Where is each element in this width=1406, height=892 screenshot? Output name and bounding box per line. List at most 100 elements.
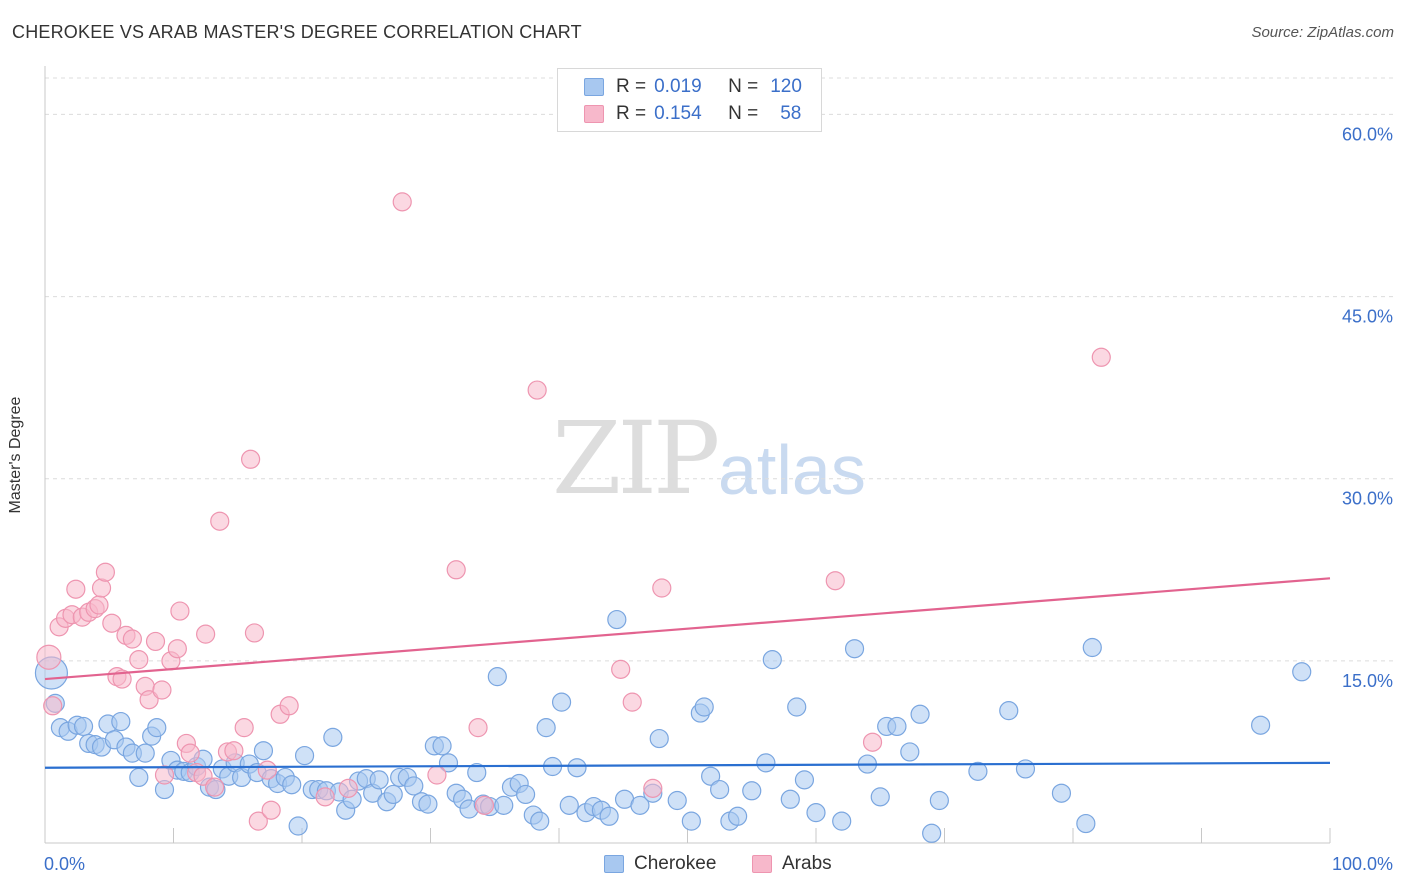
cherokee-point <box>467 762 487 783</box>
cherokee-point <box>710 779 730 800</box>
cherokee-point <box>900 742 920 762</box>
arabs-point <box>170 601 190 621</box>
cherokee-swatch <box>604 855 624 873</box>
arabs-point <box>527 380 547 400</box>
arabs-point <box>66 579 86 599</box>
arabs-point <box>112 669 132 689</box>
cherokee-point <box>294 745 315 766</box>
arabs-point <box>36 644 62 670</box>
arabs-point <box>122 629 142 649</box>
arabs-point <box>643 778 663 798</box>
arabs-point <box>205 777 225 797</box>
cherokee-point <box>1076 813 1096 834</box>
legend-r-label: R = <box>616 76 647 97</box>
trend-lines <box>44 577 1331 769</box>
x-tick-label: 0.0% <box>44 854 85 874</box>
cherokee-point <box>1292 662 1312 682</box>
arabs-point <box>1091 347 1111 367</box>
arabs-point <box>244 623 265 643</box>
cherokee-point <box>929 790 949 811</box>
arabs-point <box>154 765 175 785</box>
cherokee-point <box>418 794 438 814</box>
watermark-atlas: atlas <box>718 431 866 509</box>
cherokee-point <box>438 753 459 773</box>
cherokee-point <box>607 609 627 630</box>
grid-lines <box>45 77 1395 662</box>
arabs-point <box>611 659 631 679</box>
arabs-point <box>139 690 159 710</box>
arabs-point <box>315 787 335 807</box>
cherokee-swatch <box>584 78 604 96</box>
cherokee-point <box>1082 637 1102 658</box>
arabs-point <box>279 696 299 716</box>
y-tick-label: 45.0% <box>1342 307 1393 327</box>
cherokee-point <box>147 718 167 738</box>
cherokee-point <box>694 697 714 717</box>
cherokee-point <box>129 767 149 788</box>
arabs-point <box>95 562 115 582</box>
cherokee-point <box>559 795 579 815</box>
cherokee-point <box>494 795 514 815</box>
cherokee-point <box>999 701 1019 721</box>
arabs-point <box>338 778 358 798</box>
arabs-point <box>825 571 845 591</box>
bottom-legend-cherokee: Cherokee <box>604 852 716 876</box>
chart-title: CHEROKEE VS ARAB MASTER'S DEGREE CORRELA… <box>12 22 582 42</box>
arabs-point <box>261 800 281 820</box>
cherokee-point <box>383 784 403 805</box>
cherokee-point <box>887 716 907 737</box>
arabs-point <box>196 624 216 644</box>
legend-r-label: R = <box>616 103 647 124</box>
cherokee-point <box>701 766 721 786</box>
cherokee-point <box>111 711 131 732</box>
cherokee-point <box>1051 783 1072 803</box>
arabs-swatch <box>584 105 604 123</box>
arabs-point <box>862 732 883 752</box>
y-tick-label: 60.0% <box>1342 124 1393 144</box>
cherokee-point <box>681 811 701 831</box>
arabs-point <box>224 741 244 761</box>
arabs-point <box>102 613 122 633</box>
arabs-point <box>652 578 672 598</box>
cherokee-point <box>762 650 782 670</box>
cherokee-point <box>667 790 687 811</box>
cherokee-point <box>728 806 748 826</box>
arabs-point <box>446 560 466 580</box>
arabs-point <box>180 743 200 763</box>
axes <box>44 66 1331 844</box>
cherokee-point <box>288 816 308 836</box>
arabs-point <box>248 811 268 831</box>
cherokee-point <box>253 741 274 761</box>
cherokee-point <box>1251 715 1271 735</box>
cherokee-point <box>968 761 988 781</box>
cherokee-point <box>870 787 890 807</box>
arabs-point <box>145 631 166 652</box>
cherokee-point <box>487 667 507 687</box>
arabs-point <box>43 696 63 716</box>
cherokee-point <box>922 823 942 843</box>
cherokee-point <box>756 753 776 773</box>
arabs-point <box>427 765 447 785</box>
cherokee-point <box>649 728 669 749</box>
arabs-point <box>152 680 172 700</box>
cherokee-point <box>1015 759 1036 779</box>
cherokee-points <box>34 609 1312 843</box>
cherokee-trend-line <box>44 761 1331 769</box>
y-tick-label: 15.0% <box>1342 671 1393 691</box>
cherokee-point <box>73 716 94 737</box>
legend-row-arabs: R = 0.154 N = 58 <box>584 102 801 126</box>
arabs-point <box>91 578 112 598</box>
source-label: Source: ZipAtlas.com <box>1251 24 1394 41</box>
cherokee-point <box>910 704 930 724</box>
arabs-point <box>129 650 149 670</box>
cherokee-point <box>135 743 155 763</box>
legend-row-cherokee: R = 0.019 N = 120 <box>584 75 802 99</box>
arabs-trend-line <box>44 577 1331 681</box>
cherokee-point <box>536 718 556 738</box>
cherokee-point <box>551 692 572 712</box>
cherokee-point <box>369 770 389 790</box>
cherokee-point <box>806 803 826 823</box>
cherokee-point <box>404 776 424 796</box>
cherokee-point <box>844 639 865 659</box>
arabs-points <box>36 192 1111 831</box>
